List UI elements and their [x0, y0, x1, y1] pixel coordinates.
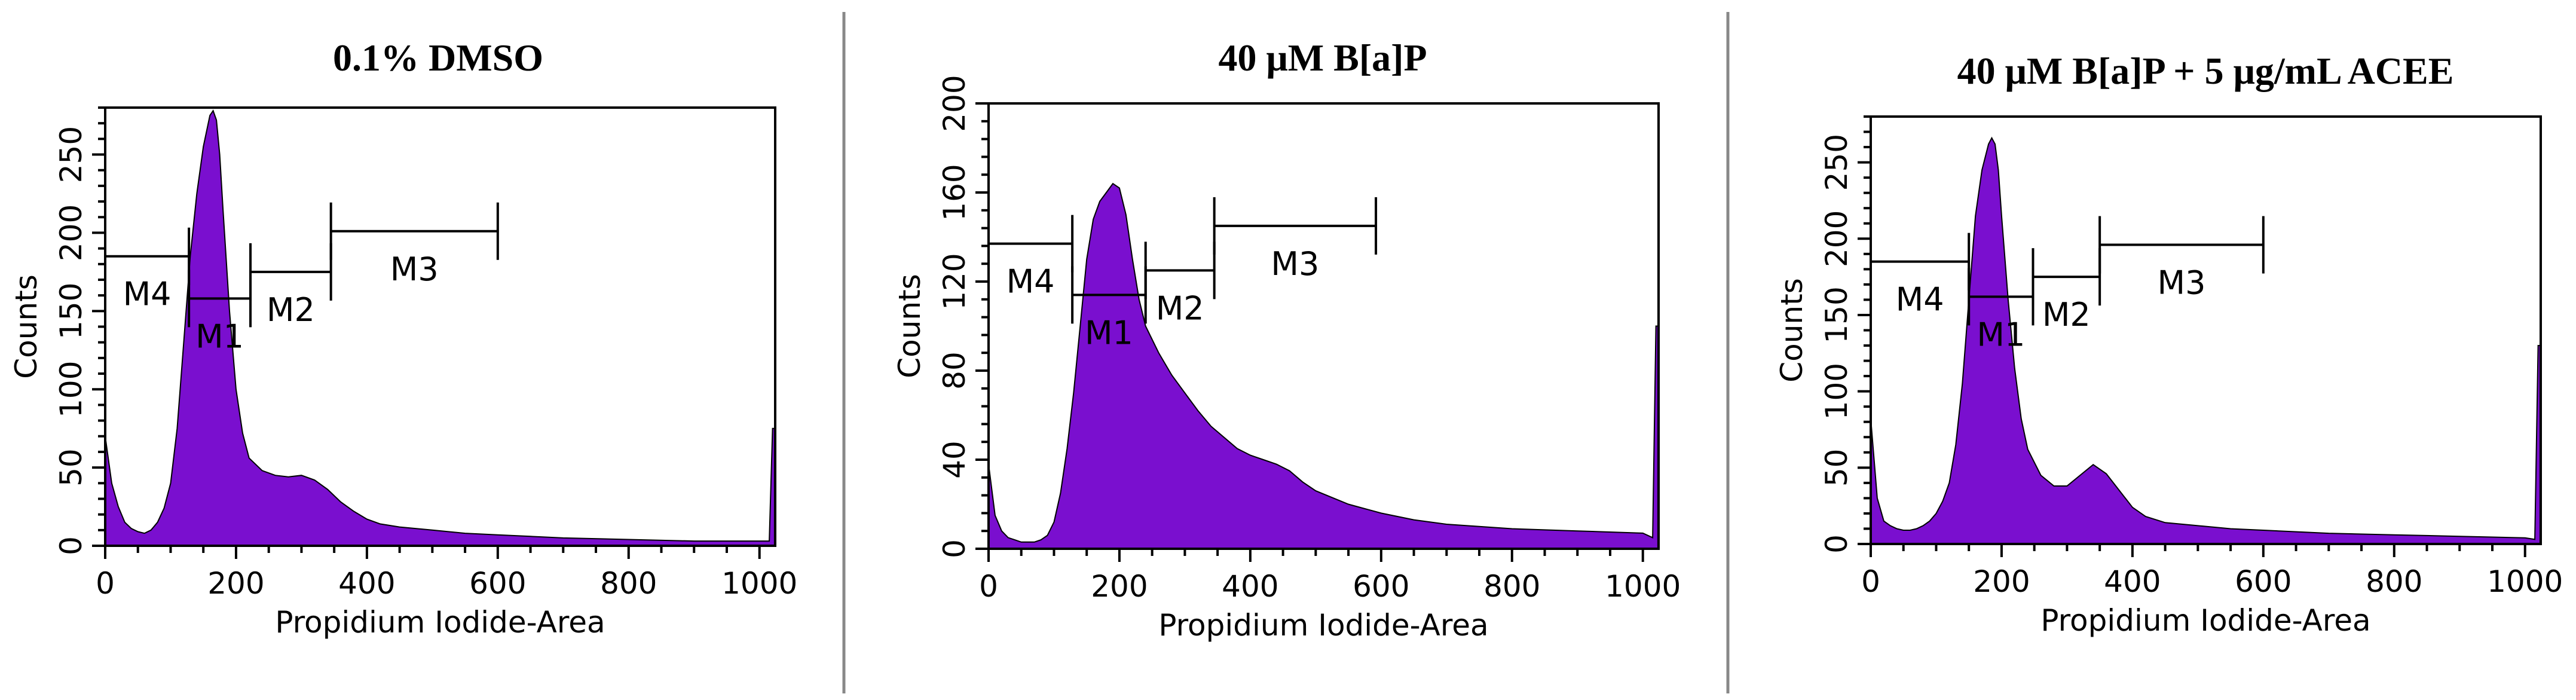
marker-group: M4 M1 M2 M3	[989, 197, 1378, 351]
y-tick-label: 150	[1819, 286, 1854, 343]
marker-label-m4: M4	[1896, 281, 1944, 319]
y-tick-label: 200	[1819, 210, 1854, 267]
marker-label-m1: M1	[1977, 316, 2025, 353]
y-tick-label: 200	[937, 75, 972, 132]
marker-group: M4 M1 M2 M3	[1871, 216, 2265, 353]
panel-title: 40 μM B[a]P	[1218, 36, 1427, 79]
marker-label-m4: M4	[123, 276, 172, 313]
marker-label-m2: M2	[1156, 289, 1204, 327]
histogram-area	[988, 182, 1659, 549]
marker-label-m3: M3	[390, 250, 439, 288]
y-tick-label: 50	[1819, 449, 1854, 487]
plot-frame	[987, 102, 1660, 550]
tick-group: 0 200 400 600 800 1000 0 50 100 150 200 250	[1819, 115, 2563, 599]
marker-label-m1: M1	[195, 317, 244, 355]
histogram-area	[1870, 136, 2541, 545]
x-tick-label: 1000	[1605, 569, 1681, 604]
y-tick-label: 160	[937, 164, 972, 221]
x-tick-label: 800	[600, 566, 657, 601]
x-tick-label: 200	[207, 566, 264, 601]
x-tick-label: 800	[2366, 564, 2422, 599]
y-tick-label: 40	[937, 441, 972, 479]
y-tick-label: 0	[937, 539, 972, 558]
marker-label-m4: M4	[1006, 263, 1055, 301]
histogram-area	[105, 109, 775, 546]
marker-label-m3: M3	[1271, 245, 1319, 283]
y-tick-label: 120	[937, 253, 972, 310]
x-tick-label: 600	[469, 566, 526, 601]
x-tick-label: 600	[2235, 564, 2292, 599]
marker-label-m3: M3	[2158, 264, 2206, 302]
x-tick-label: 400	[1222, 569, 1278, 604]
tick-group: 0 200 400 600 800 1000 0 40 80 120 160 200	[937, 75, 1681, 604]
x-tick-label: 1000	[2487, 564, 2563, 599]
x-axis-title: Propidium Iodide-Area	[275, 605, 605, 640]
y-tick-label: 250	[54, 126, 88, 183]
tick-group: 0 200 400 600 800 1000 0 50 100 150 200 250	[54, 106, 797, 601]
plot-frame	[1870, 115, 2542, 545]
panel-title: 0.1% DMSO	[333, 36, 543, 79]
x-tick-label: 200	[1973, 564, 2030, 599]
x-axis-title: Propidium Iodide-Area	[2040, 603, 2370, 638]
panel-title: 40 μM B[a]P + 5 μg/mL ACEE	[1957, 50, 2454, 92]
marker-label-m2: M2	[2042, 296, 2091, 334]
x-tick-label: 0	[979, 569, 998, 604]
x-tick-label: 0	[96, 566, 115, 601]
plot-frame	[104, 106, 776, 547]
x-tick-label: 0	[1861, 564, 1880, 599]
y-tick-label: 50	[54, 448, 88, 487]
x-tick-label: 400	[338, 566, 395, 601]
y-tick-label: 0	[54, 536, 88, 555]
marker-group: M4 M1 M2 M3	[105, 202, 499, 355]
x-tick-label: 1000	[721, 566, 797, 601]
histogram-panel-dmso: 0.1% DMSO 0 200 400 600 800 1000 0 50 100 150 200 2…	[9, 36, 797, 640]
y-tick-label: 250	[1819, 134, 1854, 191]
y-tick-label: 200	[54, 204, 88, 261]
y-tick-label: 100	[54, 360, 88, 417]
y-axis-title: Counts	[1775, 278, 1809, 383]
y-tick-label: 100	[1819, 363, 1854, 420]
y-axis-title: Counts	[9, 274, 44, 379]
x-tick-label: 200	[1091, 569, 1148, 604]
x-tick-label: 800	[1483, 569, 1540, 604]
marker-label-m2: M2	[267, 291, 315, 329]
histogram-panel-bap-acee: 40 μM B[a]P + 5 μg/mL ACEE 0 200 400 600 800…	[1775, 50, 2563, 638]
marker-label-m1: M1	[1085, 314, 1133, 351]
y-tick-label: 150	[54, 283, 88, 340]
y-tick-label: 80	[937, 351, 972, 390]
x-tick-label: 600	[1353, 569, 1409, 604]
histogram-panel-bap: 40 μM B[a]P 0 200 400 600 800 1000 0 40 80 120 160…	[892, 36, 1681, 643]
y-axis-title: Counts	[892, 274, 927, 378]
x-axis-title: Propidium Iodide-Area	[1158, 608, 1488, 643]
y-tick-label: 0	[1819, 534, 1854, 554]
x-tick-label: 400	[2104, 564, 2161, 599]
